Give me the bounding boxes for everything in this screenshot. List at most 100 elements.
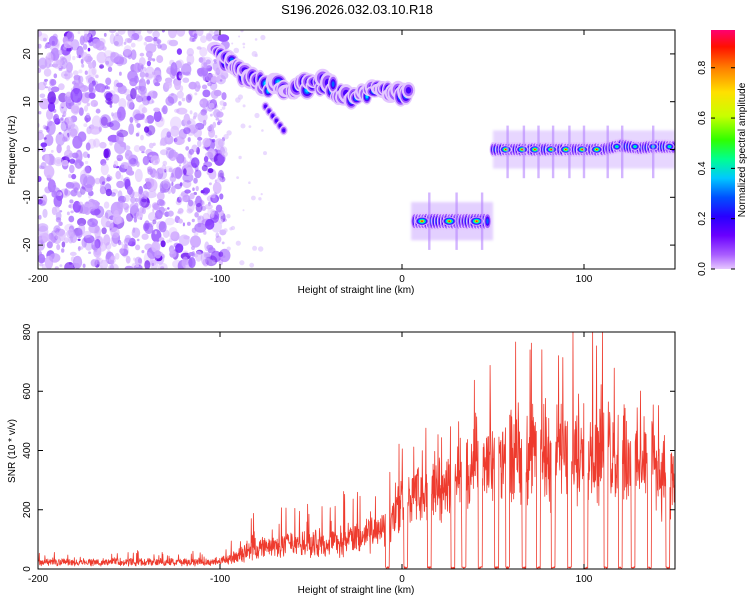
- noise-blob: [86, 74, 93, 85]
- noise-blob: [114, 252, 120, 260]
- y-tick-label: -10: [22, 190, 33, 205]
- y-tick-label: -20: [22, 237, 33, 252]
- spectral-spike: [652, 125, 655, 179]
- noise-blob: [71, 173, 77, 180]
- noise-blob: [221, 106, 226, 110]
- spectral-peak: [469, 216, 484, 226]
- noise-blob: [219, 119, 223, 123]
- spectral-spike: [455, 192, 458, 250]
- noise-blob: [131, 263, 137, 269]
- noise-blob: [142, 190, 149, 199]
- noise-blob: [208, 102, 215, 109]
- noise-blob: [146, 115, 155, 124]
- noise-blob: [187, 137, 191, 142]
- noise-blob: [101, 86, 106, 93]
- noise-blob: [212, 121, 217, 128]
- noise-blob: [129, 77, 138, 87]
- spectral-spike: [522, 125, 526, 179]
- noise-blob: [196, 46, 202, 50]
- noise-blob: [68, 124, 79, 137]
- noise-blob: [122, 178, 127, 182]
- noise-blob: [188, 199, 194, 207]
- noise-blob: [101, 227, 107, 235]
- noise-blob: [118, 98, 127, 109]
- noise-blob: [160, 240, 166, 248]
- noise-blob: [216, 176, 223, 183]
- noise-blob: [242, 46, 245, 49]
- noise-blob: [42, 232, 49, 243]
- noise-blob: [197, 140, 202, 148]
- noise-blob: [238, 35, 241, 38]
- noise-blob: [38, 214, 42, 220]
- noise-blob: [105, 242, 112, 250]
- noise-blob: [83, 123, 88, 127]
- noise-blob: [120, 242, 124, 246]
- noise-blob: [111, 94, 120, 104]
- spectral-spike: [582, 125, 586, 179]
- noise-blob: [58, 68, 63, 71]
- noise-blob: [152, 208, 155, 213]
- noise-blob: [164, 168, 167, 173]
- noise-blob: [139, 145, 146, 152]
- noise-blob: [220, 71, 223, 75]
- noise-blob: [117, 106, 126, 121]
- noise-blob: [88, 251, 92, 254]
- noise-blob: [66, 211, 70, 216]
- noise-blob: [134, 197, 139, 203]
- noise-blob: [202, 119, 207, 126]
- noise-blob: [133, 217, 138, 223]
- noise-blob: [101, 181, 106, 185]
- spectral-spike: [428, 192, 431, 250]
- noise-blob: [151, 262, 155, 267]
- noise-blob: [50, 149, 54, 153]
- noise-blob: [133, 145, 141, 153]
- noise-blob: [116, 82, 124, 88]
- noise-blob: [44, 153, 50, 164]
- noise-blob: [43, 165, 55, 179]
- noise-blob: [138, 79, 143, 83]
- noise-blob: [170, 62, 178, 77]
- noise-blob: [144, 35, 154, 43]
- noise-blob: [38, 131, 45, 141]
- noise-blob: [83, 165, 91, 176]
- noise-blob: [141, 151, 145, 154]
- noise-blob: [62, 136, 68, 142]
- colorbar-tick-label: 0.0: [697, 262, 708, 276]
- snr-line: [38, 332, 675, 569]
- noise-blob: [199, 56, 206, 64]
- noise-blob: [149, 154, 153, 158]
- noise-blob: [210, 113, 213, 117]
- noise-blob: [68, 215, 75, 223]
- noise-blob: [199, 199, 204, 206]
- noise-blob: [207, 148, 215, 159]
- noise-blob: [46, 125, 50, 133]
- noise-blob: [140, 134, 144, 141]
- snr-series: [38, 332, 675, 569]
- noise-blob: [58, 49, 63, 56]
- noise-blob: [69, 199, 74, 204]
- noise-blob: [211, 259, 216, 264]
- noise-blob: [105, 77, 112, 86]
- noise-blob: [146, 30, 153, 34]
- noise-blob: [158, 167, 164, 174]
- noise-blob: [116, 180, 125, 189]
- noise-blob: [125, 255, 131, 264]
- noise-blob: [40, 162, 47, 170]
- noise-blob: [162, 212, 166, 215]
- y-tick-label: 200: [22, 501, 33, 518]
- noise-blob: [197, 67, 205, 77]
- noise-blob: [185, 167, 194, 176]
- noise-blob: [182, 71, 186, 75]
- noise-blob: [119, 128, 123, 132]
- noise-blob: [41, 146, 46, 153]
- noise-blob: [70, 189, 78, 197]
- noise-blob: [140, 91, 146, 98]
- noise-blob: [196, 30, 204, 37]
- noise-blob: [161, 30, 165, 33]
- noise-blob: [248, 181, 251, 184]
- noise-blob: [83, 105, 89, 112]
- y-tick-label: 20: [22, 48, 33, 60]
- noise-blob: [160, 149, 168, 156]
- noise-blob: [111, 188, 119, 194]
